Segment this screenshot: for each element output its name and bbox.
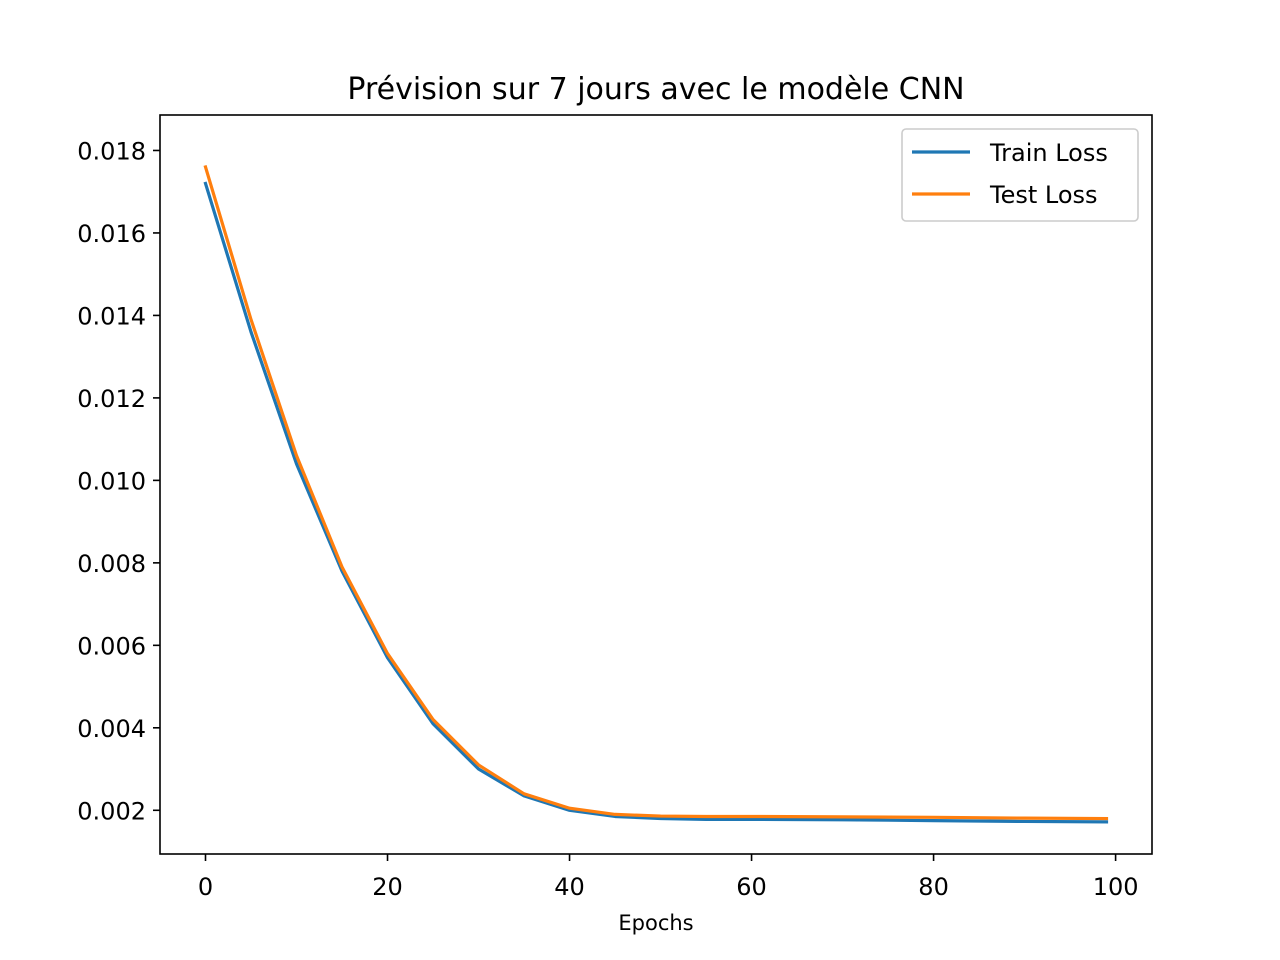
plot-lines (203, 164, 1109, 824)
y-tick-label: 0.008 (77, 550, 146, 578)
y-tick-label: 0.012 (77, 385, 146, 413)
legend-label-test-loss: Test Loss (989, 181, 1098, 209)
plot-frame (159, 114, 1153, 855)
x-tick-label: 60 (736, 873, 767, 901)
y-tick-label: 0.006 (77, 632, 146, 660)
legend: Train Loss Test Loss (901, 128, 1139, 222)
y-tick-label: 0.010 (77, 467, 146, 495)
x-axis: 0 20 40 60 80 100 (198, 854, 1139, 901)
x-tick-label: 20 (372, 873, 403, 901)
y-tick-label: 0.016 (77, 220, 146, 248)
x-axis-label: Epochs (618, 911, 693, 935)
y-tick-label: 0.004 (77, 715, 146, 743)
chart-title: Prévision sur 7 jours avec le modèle CNN (347, 72, 964, 107)
y-axis: 0.002 0.004 0.006 0.008 0.010 0.012 0.014 0.016… (77, 137, 160, 825)
y-tick-label: 0.014 (77, 302, 146, 330)
x-tick-label: 100 (1093, 873, 1139, 901)
x-tick-label: 40 (554, 873, 585, 901)
legend-label-train-loss: Train Loss (989, 139, 1108, 167)
x-tick-label: 0 (198, 873, 213, 901)
y-tick-label: 0.018 (77, 137, 146, 165)
series-line-test-loss (203, 164, 1109, 821)
series-line-train-loss (203, 181, 1109, 824)
x-tick-label: 80 (918, 873, 949, 901)
y-tick-label: 0.002 (77, 797, 146, 825)
